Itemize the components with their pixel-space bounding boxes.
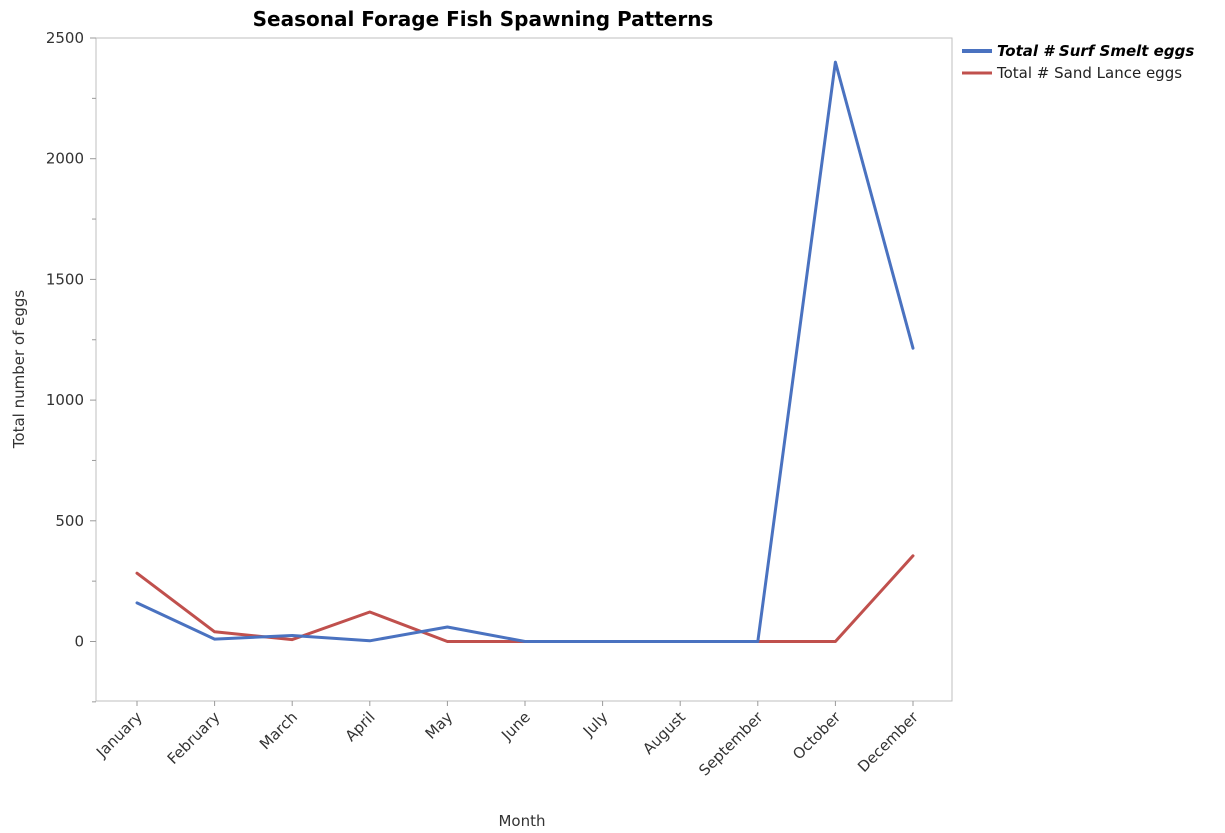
x-tick-label: December: [854, 708, 922, 776]
x-axis: January February March April May June July Augu…: [92, 701, 922, 779]
y-tick-label: 0: [74, 633, 84, 651]
legend-label: Total # Surf Smelt eggs: [997, 42, 1194, 60]
x-tick-label: January: [92, 708, 146, 762]
x-tick-label: June: [497, 708, 534, 745]
x-tick-label: August: [639, 708, 689, 758]
y-tick-label: 1000: [46, 391, 84, 409]
legend-label: Total # Sand Lance eggs: [996, 64, 1182, 82]
x-tick-label: April: [342, 708, 379, 745]
y-axis-title: Total number of eggs: [10, 290, 28, 450]
x-tick-label: May: [422, 708, 457, 743]
y-axis: 0 500 1000 1500 2000 2500: [46, 29, 96, 703]
x-tick-label: July: [579, 708, 612, 741]
series-line-total-sand-lance-eggs: [135, 554, 915, 643]
y-tick-label: 1500: [46, 270, 84, 288]
plot-area-frame: [95, 37, 953, 702]
chart-title: Seasonal Forage Fish Spawning Patterns: [253, 7, 714, 31]
legend: Total # Surf Smelt eggs Total # Sand Lanc…: [962, 42, 1194, 82]
x-tick-label: September: [695, 708, 767, 780]
y-tick-label: 500: [55, 512, 84, 530]
x-tick-label: March: [256, 708, 301, 753]
series-line-total-surf-smelt-eggs: [135, 60, 915, 643]
y-tick-label: 2000: [46, 150, 84, 168]
y-tick-label: 2500: [46, 29, 84, 47]
x-tick-label: October: [789, 708, 845, 764]
x-tick-label: February: [164, 708, 224, 768]
series-layer: [135, 60, 915, 643]
x-axis-title: Month: [498, 812, 545, 830]
